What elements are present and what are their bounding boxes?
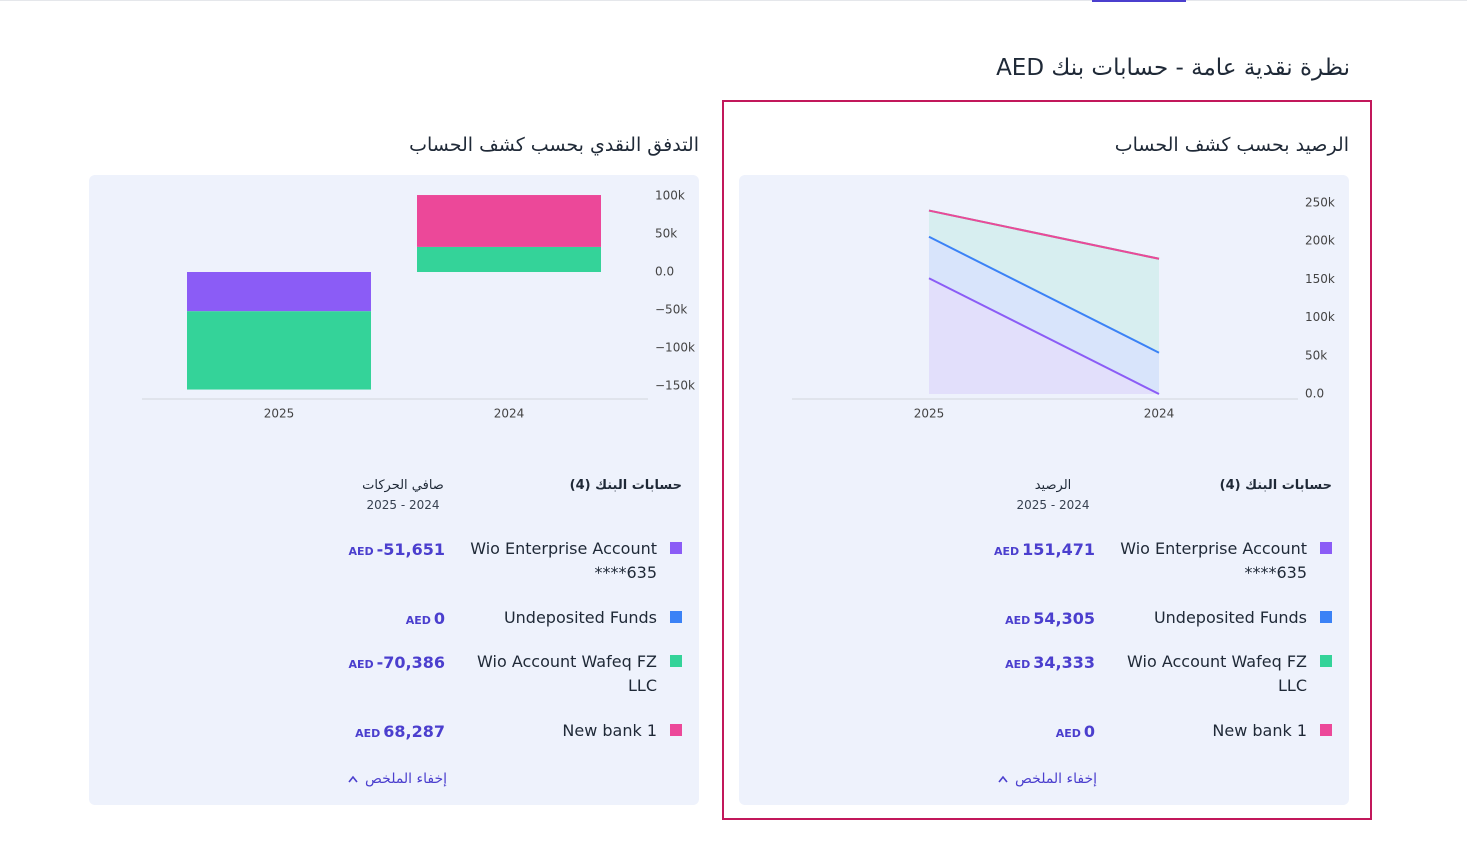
y-tick-label: 150k [1305,272,1335,286]
y-tick-label: 200k [1305,234,1335,248]
bar [187,311,371,390]
amount: AED 0 [1056,722,1095,741]
amount: AED 0 [406,609,445,628]
currency: AED [355,727,381,740]
chevron-up [348,775,358,783]
amount-value: -51,651 [376,540,445,559]
amount-value: 68,287 [383,722,445,741]
amount: AED -70,386 [348,653,445,672]
amount-value: 151,471 [1022,540,1095,559]
y-tick-label: 50k [655,227,677,241]
account-name: Undeposited Funds [503,608,657,627]
period: 2025 - 2024 [366,498,440,512]
page-title: نظرة نقدية عامة - حسابات بنك AED [996,55,1350,81]
area-fill [929,210,1159,353]
amount-value: 34,333 [1033,653,1095,672]
y-tick-label: −150k [655,379,695,393]
y-tick-label: 250k [1305,196,1335,210]
column-title: الرصيد [1034,478,1072,493]
y-tick-label: 0.0 [655,265,674,279]
y-tick-label: 50k [1305,348,1327,362]
account-name: New bank 1 [1212,721,1307,740]
chart-title: التدفق النقدي بحسب كشف الحساب [409,134,699,156]
legend-swatch [1320,655,1332,667]
series-line [928,235,1160,354]
period: 2025 - 2024 [1016,498,1090,512]
bar [187,272,371,312]
legend-swatch [670,611,682,623]
y-tick-label: 100k [655,189,685,203]
bar [417,246,601,272]
legend-swatch [670,724,682,736]
card [739,175,1349,805]
legend-swatch [1320,542,1332,554]
amount-value: 0 [1083,722,1095,741]
currency: AED [405,614,431,627]
y-tick-label: −50k [655,303,687,317]
amount: AED -51,651 [348,540,445,559]
toggle-summary[interactable]: إخفاء الملخص [337,771,457,787]
column-title: صافي الحركات [362,478,444,493]
toggle-label[interactable]: إخفاء الملخص [1015,771,1097,787]
y-tick-label: −100k [655,341,695,355]
legend-swatch [1320,611,1332,623]
y-tick-label: 100k [1305,310,1335,324]
currency: AED [993,545,1020,558]
bar [417,195,601,247]
account-name: Wio Enterprise Account ****635 [470,539,657,582]
toggle-label[interactable]: إخفاء الملخص [365,771,447,787]
series-line [928,277,1160,395]
amount: AED 68,287 [355,722,445,741]
currency: AED [1055,727,1081,740]
legend-swatch [1320,724,1332,736]
amount-value: 0 [433,609,445,628]
currency: AED [348,545,374,558]
chevron-up [998,775,1008,783]
tab-indicator [1092,0,1186,2]
account-name: Wio Account Wafeq FZ LLC [1127,652,1307,695]
selected-outline [722,100,1372,820]
toggle-summary[interactable]: إخفاء الملخص [987,771,1107,787]
amount: AED 151,471 [994,540,1095,559]
currency: AED [348,658,374,671]
account-name: New bank 1 [562,721,657,740]
amount-value: -70,386 [376,653,445,672]
chart-title: الرصيد بحسب كشف الحساب [1114,134,1349,156]
series-line [928,209,1160,260]
legend-swatch [670,542,682,554]
amount: AED 34,333 [1005,653,1095,672]
account-name: Undeposited Funds [1153,608,1307,627]
amount: AED 54,305 [1005,609,1095,628]
x-tick-label: 2025 [264,407,295,421]
account-name: Wio Account Wafeq FZ LLC [477,652,657,695]
accounts-header: حسابات البنك (4) [569,478,682,493]
x-tick-label: 2025 [914,407,945,421]
account-name: Wio Enterprise Account ****635 [1120,539,1307,582]
amount-value: 54,305 [1033,609,1095,628]
top-border [0,0,1467,1]
accounts-header: حسابات البنك (4) [1219,478,1332,493]
y-tick-label: 0.0 [1305,387,1324,401]
legend-swatch [670,655,682,667]
area-fill [929,236,1159,394]
x-tick-label: 2024 [1144,407,1175,421]
currency: AED [1005,614,1031,627]
x-tick-label: 2024 [494,407,525,421]
currency: AED [1005,658,1031,671]
